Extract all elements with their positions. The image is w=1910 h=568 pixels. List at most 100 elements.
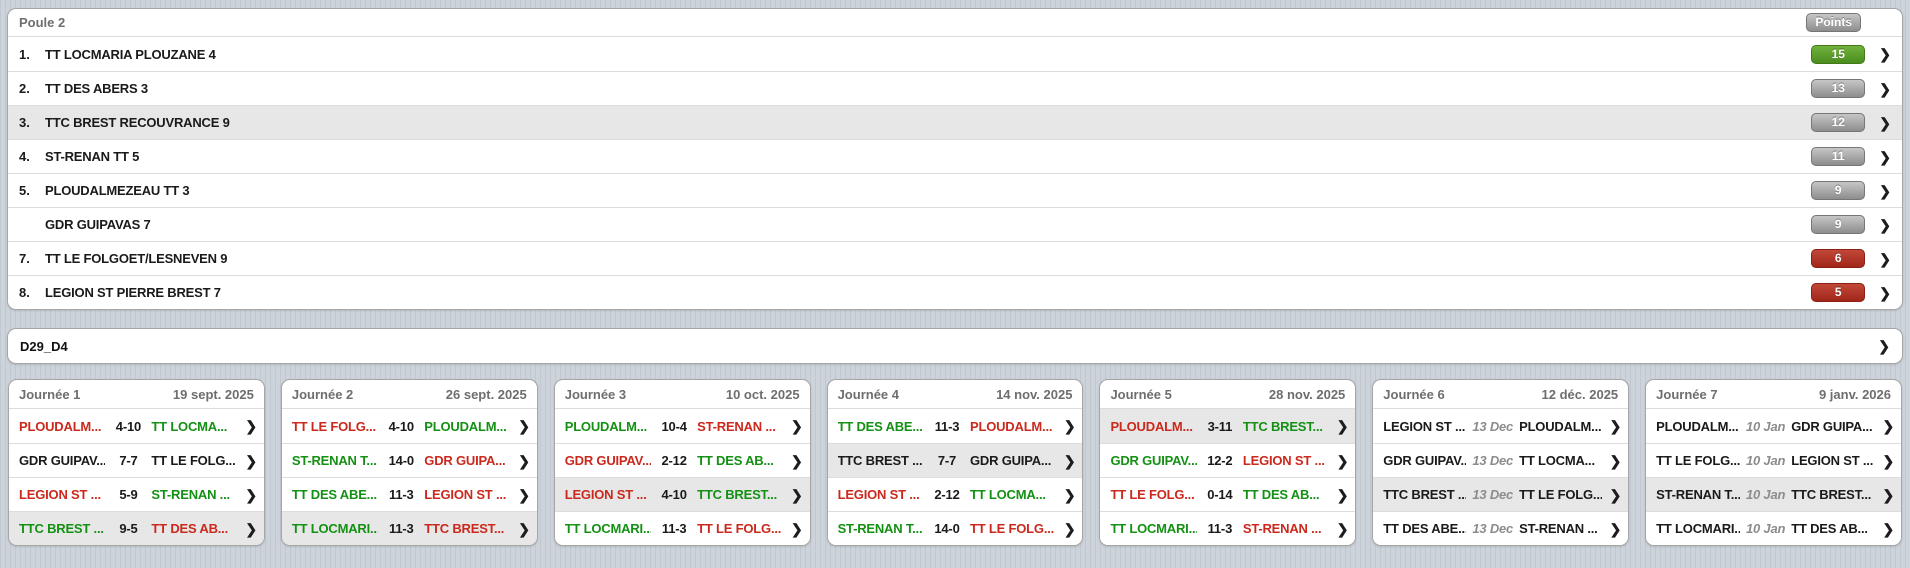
chevron-right-icon: ❯ xyxy=(1882,486,1895,503)
chevron-right-icon: ❯ xyxy=(245,418,257,434)
away-team: TT LOCMA... xyxy=(970,487,1046,502)
round-header: Journée 1 19 sept. 2025 xyxy=(9,380,264,409)
match-row[interactable]: ST-RENAN T... 14-0 GDR GUIPA... ❯ xyxy=(281,443,537,477)
home-team: TTC BREST ... xyxy=(1383,487,1467,502)
standings-row[interactable]: 1. TT LOCMARIA PLOUZANE 4 15 ❯ xyxy=(8,37,1902,71)
match-result: 2-12 xyxy=(661,453,687,468)
match-row[interactable]: TTC BREST ... 9-5 TT DES AB... ❯ xyxy=(9,511,264,545)
standings-row[interactable]: 4. ST-RENAN TT 5 11 ❯ xyxy=(8,139,1902,173)
match-row[interactable]: LEGION ST ... 4-10 TTC BREST... ❯ xyxy=(554,477,810,511)
home-team: TT DES ABE... xyxy=(291,487,377,502)
match-result: 4-10 xyxy=(388,418,414,434)
home-team: PLOUDALM... xyxy=(564,418,648,434)
rank-label: 2. xyxy=(19,81,30,96)
round-title: Journée 1 xyxy=(19,386,81,402)
standings-row[interactable]: 5. PLOUDALMEZEAU TT 3 9 ❯ xyxy=(8,173,1902,207)
match-row[interactable]: TT DES ABE... 13 Dec ST-RENAN ... ❯ xyxy=(1373,511,1629,545)
home-team: LEGION ST ... xyxy=(837,487,920,502)
match-row[interactable]: ST-RENAN T... 14-0 TT LE FOLG... ❯ xyxy=(827,511,1083,545)
standings-header: Poule 2 Points xyxy=(8,9,1902,37)
match-row[interactable]: PLOUDALM... 10 Jan GDR GUIPA... ❯ xyxy=(1646,409,1902,443)
match-row[interactable]: TT LE FOLG... 0-14 TT DES AB... ❯ xyxy=(1100,477,1356,511)
home-team: TT LE FOLG... xyxy=(1656,453,1740,468)
standings-row[interactable]: 2. TT DES ABERS 3 13 ❯ xyxy=(8,71,1902,105)
home-team: TTC BREST ... xyxy=(837,453,923,468)
home-team: GDR GUIPAV... xyxy=(19,453,106,468)
match-row[interactable]: LEGION ST ... 13 Dec PLOUDALM... ❯ xyxy=(1373,409,1629,443)
chevron-right-icon[interactable]: ❯ xyxy=(1879,148,1891,165)
standings-row[interactable]: GDR GUIPAVAS 7 9 ❯ xyxy=(8,207,1902,241)
home-team: GDR GUIPAV... xyxy=(564,453,652,468)
chevron-right-icon[interactable]: ❯ xyxy=(1879,80,1891,97)
chevron-right-icon: ❯ xyxy=(245,452,257,469)
team-name: TT DES ABERS 3 xyxy=(45,81,148,96)
match-result: 0-14 xyxy=(1207,487,1233,502)
chevron-right-icon[interactable]: ❯ xyxy=(1879,250,1891,267)
round-title: Journée 5 xyxy=(1110,386,1172,402)
away-team: TT DES AB... xyxy=(151,521,228,536)
match-row[interactable]: TT LOCMARI... 11-3 ST-RENAN ... ❯ xyxy=(1100,511,1356,545)
match-row[interactable]: TTC BREST ... 7-7 GDR GUIPA... ❯ xyxy=(827,443,1083,477)
chevron-right-icon[interactable]: ❯ xyxy=(1879,216,1891,233)
match-row[interactable]: GDR GUIPAV... 12-2 LEGION ST ... ❯ xyxy=(1100,443,1356,477)
home-team: PLOUDALM... xyxy=(19,418,102,434)
match-result: 12-2 xyxy=(1207,453,1233,468)
standings-row[interactable]: 3. TTC BREST RECOUVRANCE 9 12 ❯ xyxy=(8,105,1902,139)
chevron-right-icon: ❯ xyxy=(1609,418,1622,434)
round-matches: TT DES ABE... 11-3 PLOUDALM... ❯ TTC BRE… xyxy=(827,409,1083,545)
row-right-group: 11 ❯ xyxy=(1811,147,1891,166)
round-date: 26 sept. 2025 xyxy=(445,386,527,402)
round-panel-1: Journée 1 19 sept. 2025 PLOUDALM... 4-10… xyxy=(8,379,265,546)
away-team: TT DES AB... xyxy=(697,453,774,468)
match-row[interactable]: ST-RENAN T... 10 Jan TTC BREST... ❯ xyxy=(1646,477,1902,511)
match-row[interactable]: TT LE FOLG... 10 Jan LEGION ST ... ❯ xyxy=(1646,443,1902,477)
match-row[interactable]: PLOUDALM... 4-10 TT LOCMA... ❯ xyxy=(9,409,264,443)
round-matches: TT LE FOLG... 4-10 PLOUDALM... ❯ ST-RENA… xyxy=(281,409,537,545)
match-result: 13 Dec xyxy=(1472,487,1514,502)
home-team: ST-RENAN T... xyxy=(837,521,923,536)
home-team: LEGION ST ... xyxy=(1383,418,1466,434)
away-team: TT LE FOLG... xyxy=(697,521,782,536)
chevron-right-icon: ❯ xyxy=(518,486,530,503)
match-row[interactable]: TT LOCMARI... 11-3 TTC BREST... ❯ xyxy=(281,511,537,545)
standings-row[interactable]: 7. TT LE FOLGOET/LESNEVEN 9 6 ❯ xyxy=(8,241,1902,275)
match-row[interactable]: PLOUDALM... 10-4 ST-RENAN ... ❯ xyxy=(554,409,810,443)
round-title: Journée 4 xyxy=(837,386,899,402)
points-header-badge[interactable]: Points xyxy=(1806,13,1861,32)
match-row[interactable]: GDR GUIPAV... 7-7 TT LE FOLG... ❯ xyxy=(9,443,264,477)
match-result: 11-3 xyxy=(661,521,687,536)
round-header: Journée 3 10 oct. 2025 xyxy=(554,380,810,409)
chevron-right-icon: ❯ xyxy=(1336,452,1349,469)
match-row[interactable]: GDR GUIPAV... 13 Dec TT LOCMA... ❯ xyxy=(1373,443,1629,477)
match-row[interactable]: TT LOCMARI... 11-3 TT LE FOLG... ❯ xyxy=(554,511,810,545)
home-team: TT LE FOLG... xyxy=(1110,487,1195,502)
chevron-right-icon[interactable]: ❯ xyxy=(1879,182,1891,199)
away-team: LEGION ST ... xyxy=(1791,453,1874,468)
match-row[interactable]: PLOUDALM... 3-11 TTC BREST... ❯ xyxy=(1100,409,1356,443)
match-row[interactable]: GDR GUIPAV... 2-12 TT DES AB... ❯ xyxy=(554,443,810,477)
round-matches: PLOUDALM... 4-10 TT LOCMA... ❯ GDR GUIPA… xyxy=(9,409,264,545)
match-row[interactable]: LEGION ST ... 2-12 TT LOCMA... ❯ xyxy=(827,477,1083,511)
home-team: TT LOCMARI... xyxy=(1656,521,1740,536)
match-result: 7-7 xyxy=(937,453,957,468)
chevron-right-icon: ❯ xyxy=(1063,520,1076,537)
rank-label: 4. xyxy=(19,149,30,164)
match-row[interactable]: TT LE FOLG... 4-10 PLOUDALM... ❯ xyxy=(281,409,537,443)
round-header: Journée 2 26 sept. 2025 xyxy=(281,380,537,409)
row-right-group: 5 ❯ xyxy=(1811,283,1891,302)
division-bar[interactable]: D29_D4 ❯ xyxy=(7,328,1903,364)
match-result: 5-9 xyxy=(119,487,138,502)
match-row[interactable]: TT LOCMARI... 10 Jan TT DES AB... ❯ xyxy=(1646,511,1902,545)
chevron-right-icon[interactable]: ❯ xyxy=(1879,284,1891,301)
match-row[interactable]: TT DES ABE... 11-3 LEGION ST ... ❯ xyxy=(281,477,537,511)
match-row[interactable]: TT DES ABE... 11-3 PLOUDALM... ❯ xyxy=(827,409,1083,443)
match-row[interactable]: TTC BREST ... 13 Dec TT LE FOLG... ❯ xyxy=(1373,477,1629,511)
chevron-right-icon[interactable]: ❯ xyxy=(1879,46,1891,62)
match-row[interactable]: LEGION ST ... 5-9 ST-RENAN ... ❯ xyxy=(9,477,264,511)
chevron-right-icon[interactable]: ❯ xyxy=(1879,114,1891,131)
away-team: GDR GUIPA... xyxy=(1791,418,1873,434)
away-team: LEGION ST ... xyxy=(424,487,507,502)
home-team: TT LOCMARI... xyxy=(564,521,652,536)
round-panel-7: Journée 7 9 janv. 2026 PLOUDALM... 10 Ja… xyxy=(1645,379,1903,546)
standings-row[interactable]: 8. LEGION ST PIERRE BREST 7 5 ❯ xyxy=(8,275,1902,309)
